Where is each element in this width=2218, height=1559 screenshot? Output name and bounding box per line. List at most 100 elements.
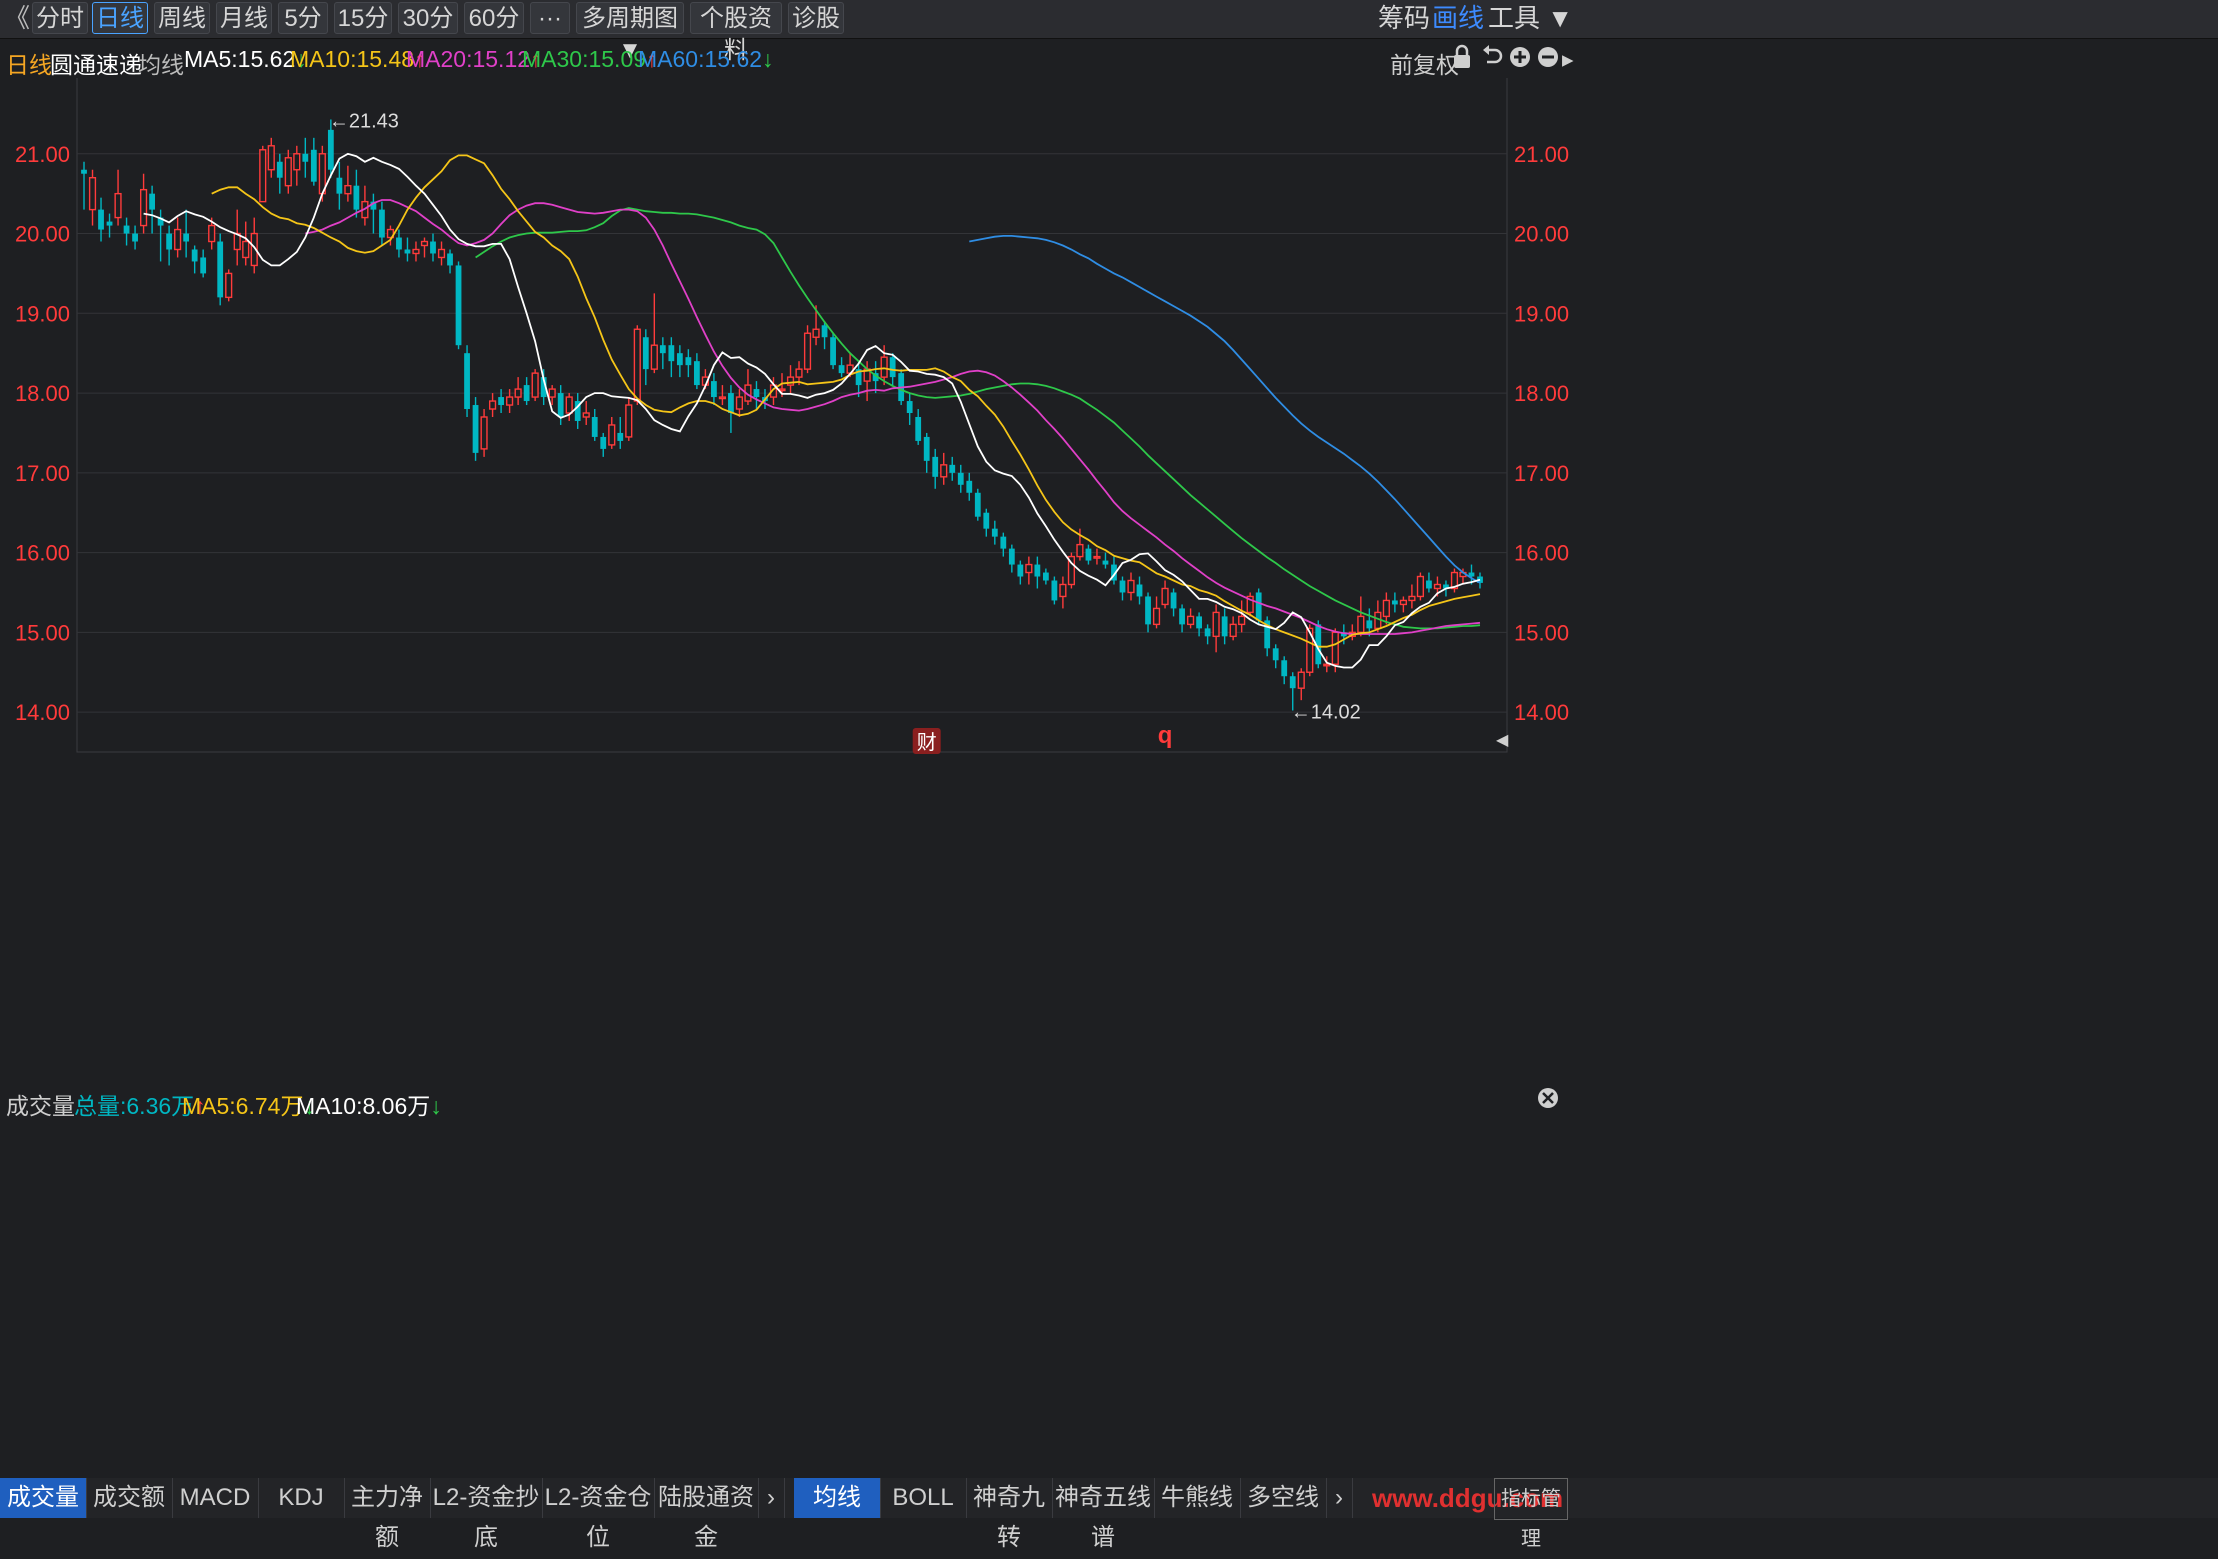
tab-magic-five[interactable]: 神奇五线谱 — [1052, 1478, 1155, 1551]
candle-body-down — [1289, 676, 1296, 689]
volume-title: 成交量 — [6, 1093, 75, 1119]
candle-body-down — [472, 405, 479, 453]
candle-body-up — [1306, 627, 1314, 673]
tab-main-net[interactable]: 主力净额 — [344, 1478, 431, 1551]
tab-60min[interactable]: 60分 — [464, 2, 524, 34]
tab-turnover[interactable]: 成交额 — [86, 1478, 173, 1518]
candle-body-down — [404, 249, 411, 254]
candle-body-down — [1042, 572, 1049, 581]
tabs-next-icon-2[interactable]: › — [1326, 1478, 1353, 1518]
tab-daily[interactable]: 日线 — [92, 2, 148, 34]
candle-body-down — [974, 492, 981, 517]
ma60-text: MA60:15.62 — [638, 46, 763, 72]
tab-magic-nine[interactable]: 神奇九转 — [966, 1478, 1053, 1551]
candle-body-down — [1272, 648, 1279, 661]
tab-northbound[interactable]: 陆股通资金 — [654, 1478, 759, 1551]
tab-ma[interactable]: 均线 — [794, 1478, 881, 1518]
candle-body-down — [711, 381, 717, 398]
candle-body-down — [132, 233, 138, 242]
diagnose-button[interactable]: 诊股 — [788, 2, 844, 34]
candle-body-up — [548, 388, 556, 398]
y-tick-label-left: 16.00 — [15, 541, 70, 566]
period-toolbar: 《 分时 日线 周线 月线 5分 15分 30分 60分 ··· 多周期图 ▼ … — [0, 0, 2218, 64]
stock-profile-button[interactable]: 个股资料 — [690, 2, 782, 64]
candle-body-up — [267, 145, 275, 171]
candle-body-down — [200, 257, 207, 274]
candle-body-up — [1093, 555, 1101, 559]
tab-30min[interactable]: 30分 — [398, 2, 458, 34]
tools-dropdown[interactable]: 工具 ▼ — [1488, 3, 1573, 33]
candle-body-down — [557, 393, 564, 417]
candle-body-down — [379, 209, 385, 238]
candle-body-up — [582, 412, 590, 418]
tab-weekly[interactable]: 周线 — [154, 2, 210, 34]
tab-kdj[interactable]: KDJ — [258, 1478, 345, 1518]
candle-body-down — [1221, 616, 1228, 637]
tab-l2-bottom[interactable]: L2-资金抄底 — [430, 1478, 543, 1551]
tab-l2-position[interactable]: L2-资金仓位 — [542, 1478, 655, 1551]
candle-body-up — [506, 396, 514, 406]
ma20-text: MA20:15.12 — [406, 46, 531, 72]
candle-body-down — [98, 209, 104, 230]
multi-period-dropdown[interactable]: 多周期图 ▼ — [576, 2, 684, 64]
zoom-out-icon[interactable] — [1536, 44, 1560, 76]
tabs-next-icon[interactable]: › — [758, 1478, 785, 1518]
close-panel-icon[interactable] — [1536, 1086, 1560, 1116]
finance-marker-bg — [912, 728, 941, 754]
tab-boll[interactable]: BOLL — [880, 1478, 967, 1518]
candle-body-down — [642, 337, 649, 370]
candle-body-down — [676, 353, 683, 366]
candle-body-up — [1127, 579, 1135, 594]
stock-name: 圆通速递 — [50, 52, 142, 78]
lock-icon[interactable] — [1452, 44, 1472, 76]
tab-intraday[interactable]: 分时 — [32, 2, 88, 34]
settings-arrow-icon[interactable]: ▸ — [1562, 46, 1574, 72]
finance-marker: 财 — [917, 731, 937, 754]
chip-distribution-button[interactable]: 筹码 — [1378, 3, 1431, 33]
candle-body-down — [310, 149, 317, 182]
ma-info-bar: 日线 圆通速递 均线 MA5:15.62↓ MA10:15.48↑ MA20:1… — [0, 40, 2218, 78]
candle-body-down — [1340, 632, 1347, 637]
candle-body-up — [1152, 607, 1161, 626]
adjust-mode[interactable]: 前复权 — [1390, 52, 1459, 78]
back-icon[interactable]: 《 — [4, 3, 31, 33]
volume-ma5: MA5:6.74万↓ — [182, 1093, 315, 1119]
candle-body-down — [353, 185, 360, 210]
candle-body-down — [523, 385, 530, 402]
candlestick-chart[interactable]: 21.00 21.00 20.00 20.00 19.00 19.00 18.00 18.00… — [0, 78, 2218, 1078]
draw-line-button[interactable]: 画线 — [1432, 3, 1485, 33]
ma-label[interactable]: 均线 — [138, 52, 184, 78]
tab-5min[interactable]: 5分 — [278, 2, 328, 34]
candle-body-up — [139, 188, 148, 227]
undo-icon[interactable] — [1480, 44, 1504, 76]
candle-body-up — [795, 368, 803, 378]
candle-body-down — [1136, 584, 1143, 597]
candle-body-up — [786, 376, 795, 386]
candle-body-down — [183, 233, 190, 242]
zoom-in-icon[interactable] — [1508, 44, 1532, 76]
more-periods-button[interactable]: ··· — [530, 2, 570, 34]
volume-ma10: MA10:8.06万↓ — [296, 1093, 442, 1119]
tab-volume[interactable]: 成交量 — [0, 1478, 87, 1518]
tab-bull-bear[interactable]: 牛熊线 — [1154, 1478, 1241, 1518]
candle-body-down — [1170, 592, 1177, 609]
tab-macd[interactable]: MACD — [172, 1478, 259, 1518]
candle-body-down — [191, 249, 198, 262]
candle-body-down — [336, 177, 343, 194]
y-tick-label-left: 18.00 — [15, 381, 70, 406]
candle-body-down — [991, 528, 998, 537]
tab-15min[interactable]: 15分 — [334, 2, 392, 34]
candle-body-up — [412, 248, 420, 255]
candle-body-down — [1102, 560, 1109, 565]
candle-body-down — [855, 369, 862, 386]
candle-body-up — [242, 240, 250, 259]
candle-body-up — [514, 388, 522, 398]
candle-body-down — [166, 233, 173, 250]
tab-monthly[interactable]: 月线 — [216, 2, 272, 34]
indicator-manage-button[interactable]: 指标管理 — [1494, 1478, 1568, 1550]
volume-ma5-text: MA5:6.74万 — [182, 1093, 304, 1119]
tab-long-short[interactable]: 多空线 — [1240, 1478, 1327, 1518]
candle-body-down — [574, 401, 581, 421]
volume-chart[interactable]: 65.0765.0748.8048.8032.5332.5316.2716.27… — [0, 1118, 2218, 1478]
candle-body-down — [498, 397, 504, 406]
